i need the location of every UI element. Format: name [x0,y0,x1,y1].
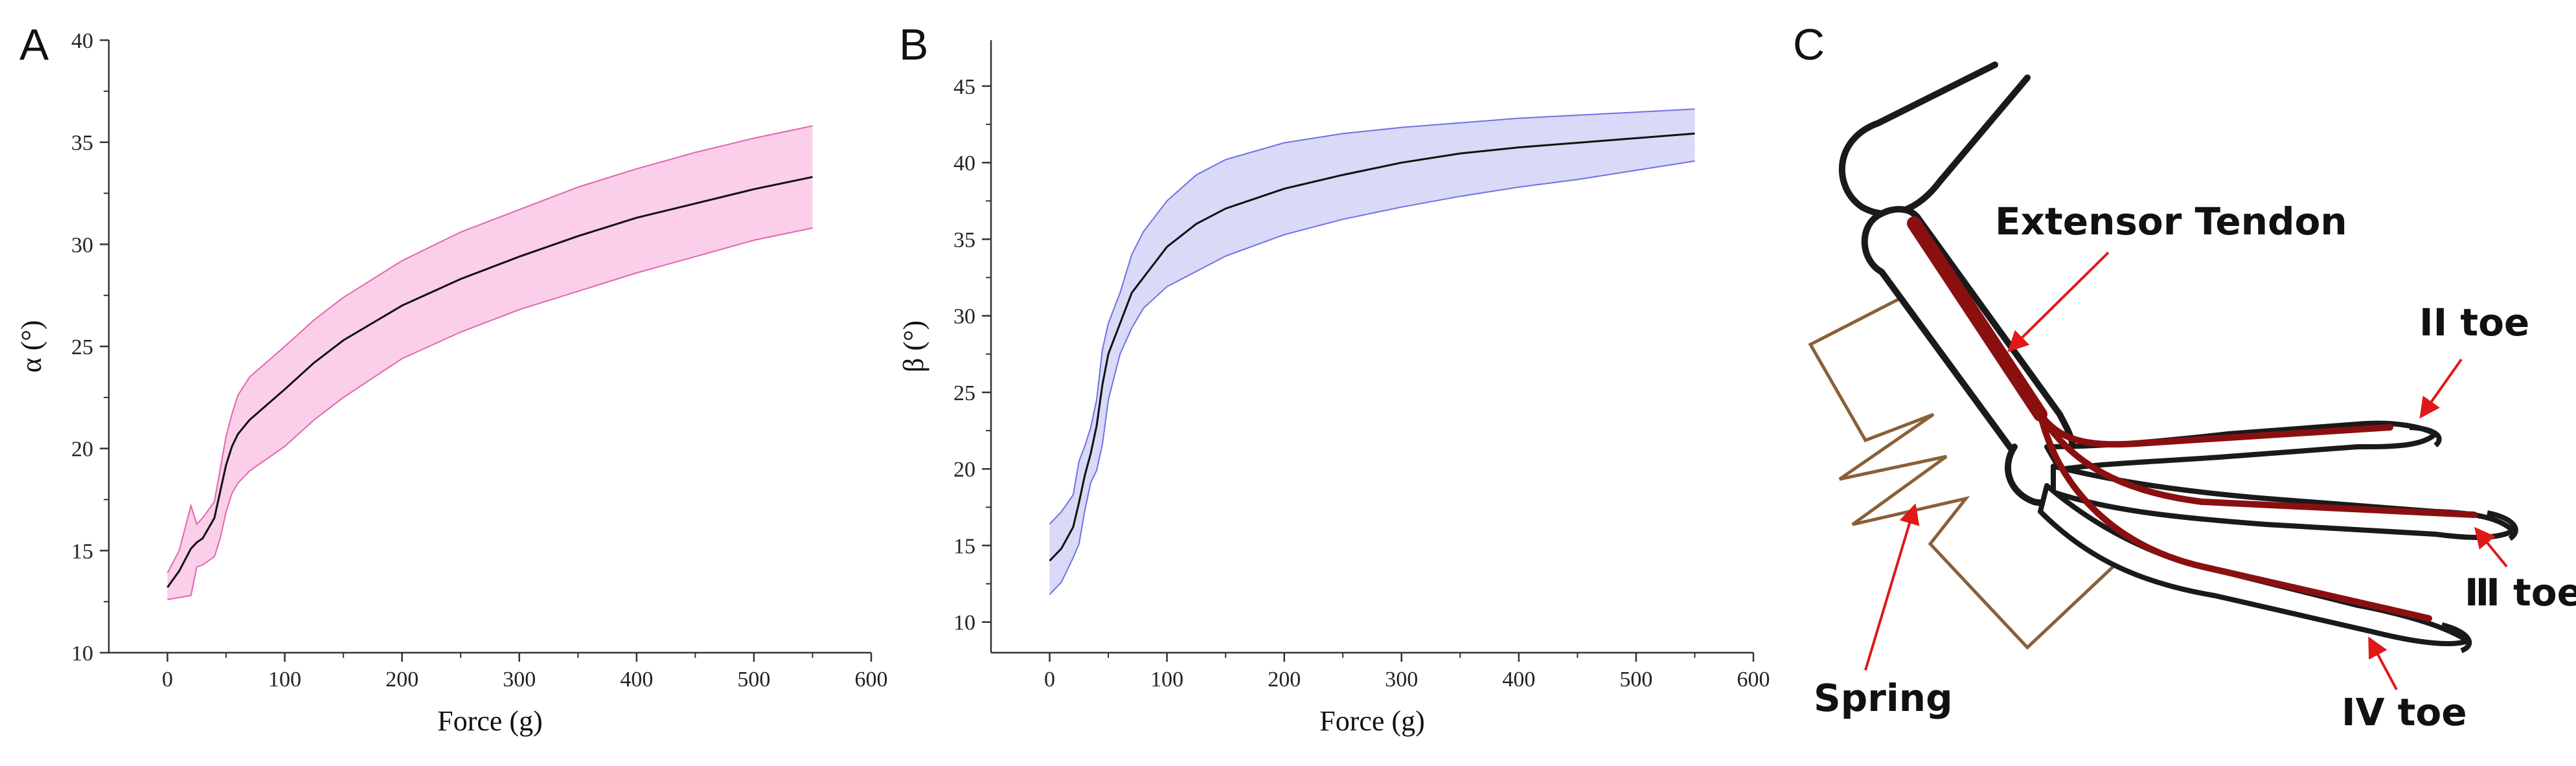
chart-a-lower-bound [167,227,813,600]
chart-b-y-tick-label: 45 [953,75,975,99]
chart-a-y-tick-label: 20 [71,438,93,462]
chart-a-mean-line [166,175,813,588]
panel-b-letter: B [899,20,928,69]
chart-a-x-tick-label: 0 [162,668,173,692]
chart-b-x-tick-label: 300 [1385,668,1418,692]
toe-2-label: II toe [2419,300,2529,344]
chart-b-upper-bound [1049,108,1695,524]
chart-a-y-tick-label: 10 [71,642,93,666]
tibia-bone [1838,62,2031,217]
toe-3-claw [2487,510,2518,541]
chart-b-x-title: Force (g) [1319,705,1425,737]
tarsometatarsus-bone [1861,206,2077,478]
panel-b: B 0 100 200 300 400 500 600 10 15 20 25 30 35 40 45 For… [898,20,1770,737]
toe-3-arrow [2474,526,2508,568]
spring-zigzag [1808,293,2142,650]
toe-3-bone [2051,464,2516,540]
chart-a-std-band [167,126,813,600]
chart-b-y-tick-label: 10 [953,611,975,635]
spring-label: Spring [1814,676,1953,720]
chart-b-std-band [1049,109,1695,595]
chart-a-x-tick-label: 500 [737,668,770,692]
chart-b-x-tick-label: 200 [1268,668,1301,692]
chart-a-x-tick-label: 400 [620,668,653,692]
extensor-tendon [1907,216,2047,422]
chart-a-y-tick-label: 30 [71,233,93,257]
toe-3-label: Ⅲ toe [2465,570,2576,614]
chart-a-y-tick-label: 35 [71,131,93,155]
chart-a-y-tick-label: 15 [71,539,93,563]
chart-a-x-title: Force (g) [437,705,543,737]
toe-4-arrow [2368,636,2398,690]
chart-b-y-tick-label: 25 [953,381,975,405]
spring-arrow [1864,503,1920,671]
chart-a-x-tick-label: 100 [268,668,301,692]
chart-b-x-tick-label: 500 [1619,668,1652,692]
chart-b-x-tick-label: 0 [1044,668,1055,692]
chart-a: 0 100 200 300 400 500 600 10 15 20 25 30 35 40 Force (… [16,29,888,737]
extensor-tendon-label: Extensor Tendon [1995,199,2347,243]
panel-a: A 0 100 200 300 400 500 600 10 15 20 25 30 35 40 Force… [16,20,888,737]
toe-4-label: IV toe [2342,690,2467,734]
chart-b-y-tick-label: 35 [953,228,975,252]
toe-bones [2038,420,2518,653]
toe-4-claw [2441,622,2472,653]
panel-a-letter: A [19,20,49,69]
panel-c: C Extensor Tendon II toe [1793,20,2576,734]
leg-bones [1838,62,2077,506]
chart-a-y-tick-label: 25 [71,335,93,359]
panel-c-letter: C [1793,20,1825,69]
chart-a-y-title: α (°) [16,321,47,373]
chart-a-upper-bound [166,125,813,574]
chart-b-mean-line [1049,132,1695,562]
tendon-toe-4 [2037,411,2432,622]
chart-b-y-tick-label: 40 [953,152,975,175]
chart-b-y-tick-label: 30 [953,305,975,329]
chart-b-y-tick-label: 20 [953,458,975,482]
chart-b-x-tick-label: 600 [1737,668,1770,692]
tendon-toe-3 [2037,411,2478,518]
chart-a-x-tick-label: 200 [385,668,418,692]
chart-b: 0 100 200 300 400 500 600 10 15 20 25 30 35 40 45 Force… [898,40,1770,737]
chart-b-lower-bound [1049,160,1695,595]
toe-2-claw [2409,425,2442,448]
chart-b-y-tick-label: 15 [953,534,975,558]
chart-b-x-tick-label: 400 [1502,668,1535,692]
chart-a-y-tick-label: 40 [71,29,93,53]
tendons [1907,216,2478,622]
chart-a-x-tick-label: 600 [855,668,888,692]
chart-b-y-title: β (°) [898,321,929,372]
extensor-arrow [2007,251,2110,352]
chart-b-x-tick-label: 100 [1150,668,1183,692]
chart-a-x-tick-label: 300 [503,668,536,692]
toe-2-arrow [2419,358,2463,419]
